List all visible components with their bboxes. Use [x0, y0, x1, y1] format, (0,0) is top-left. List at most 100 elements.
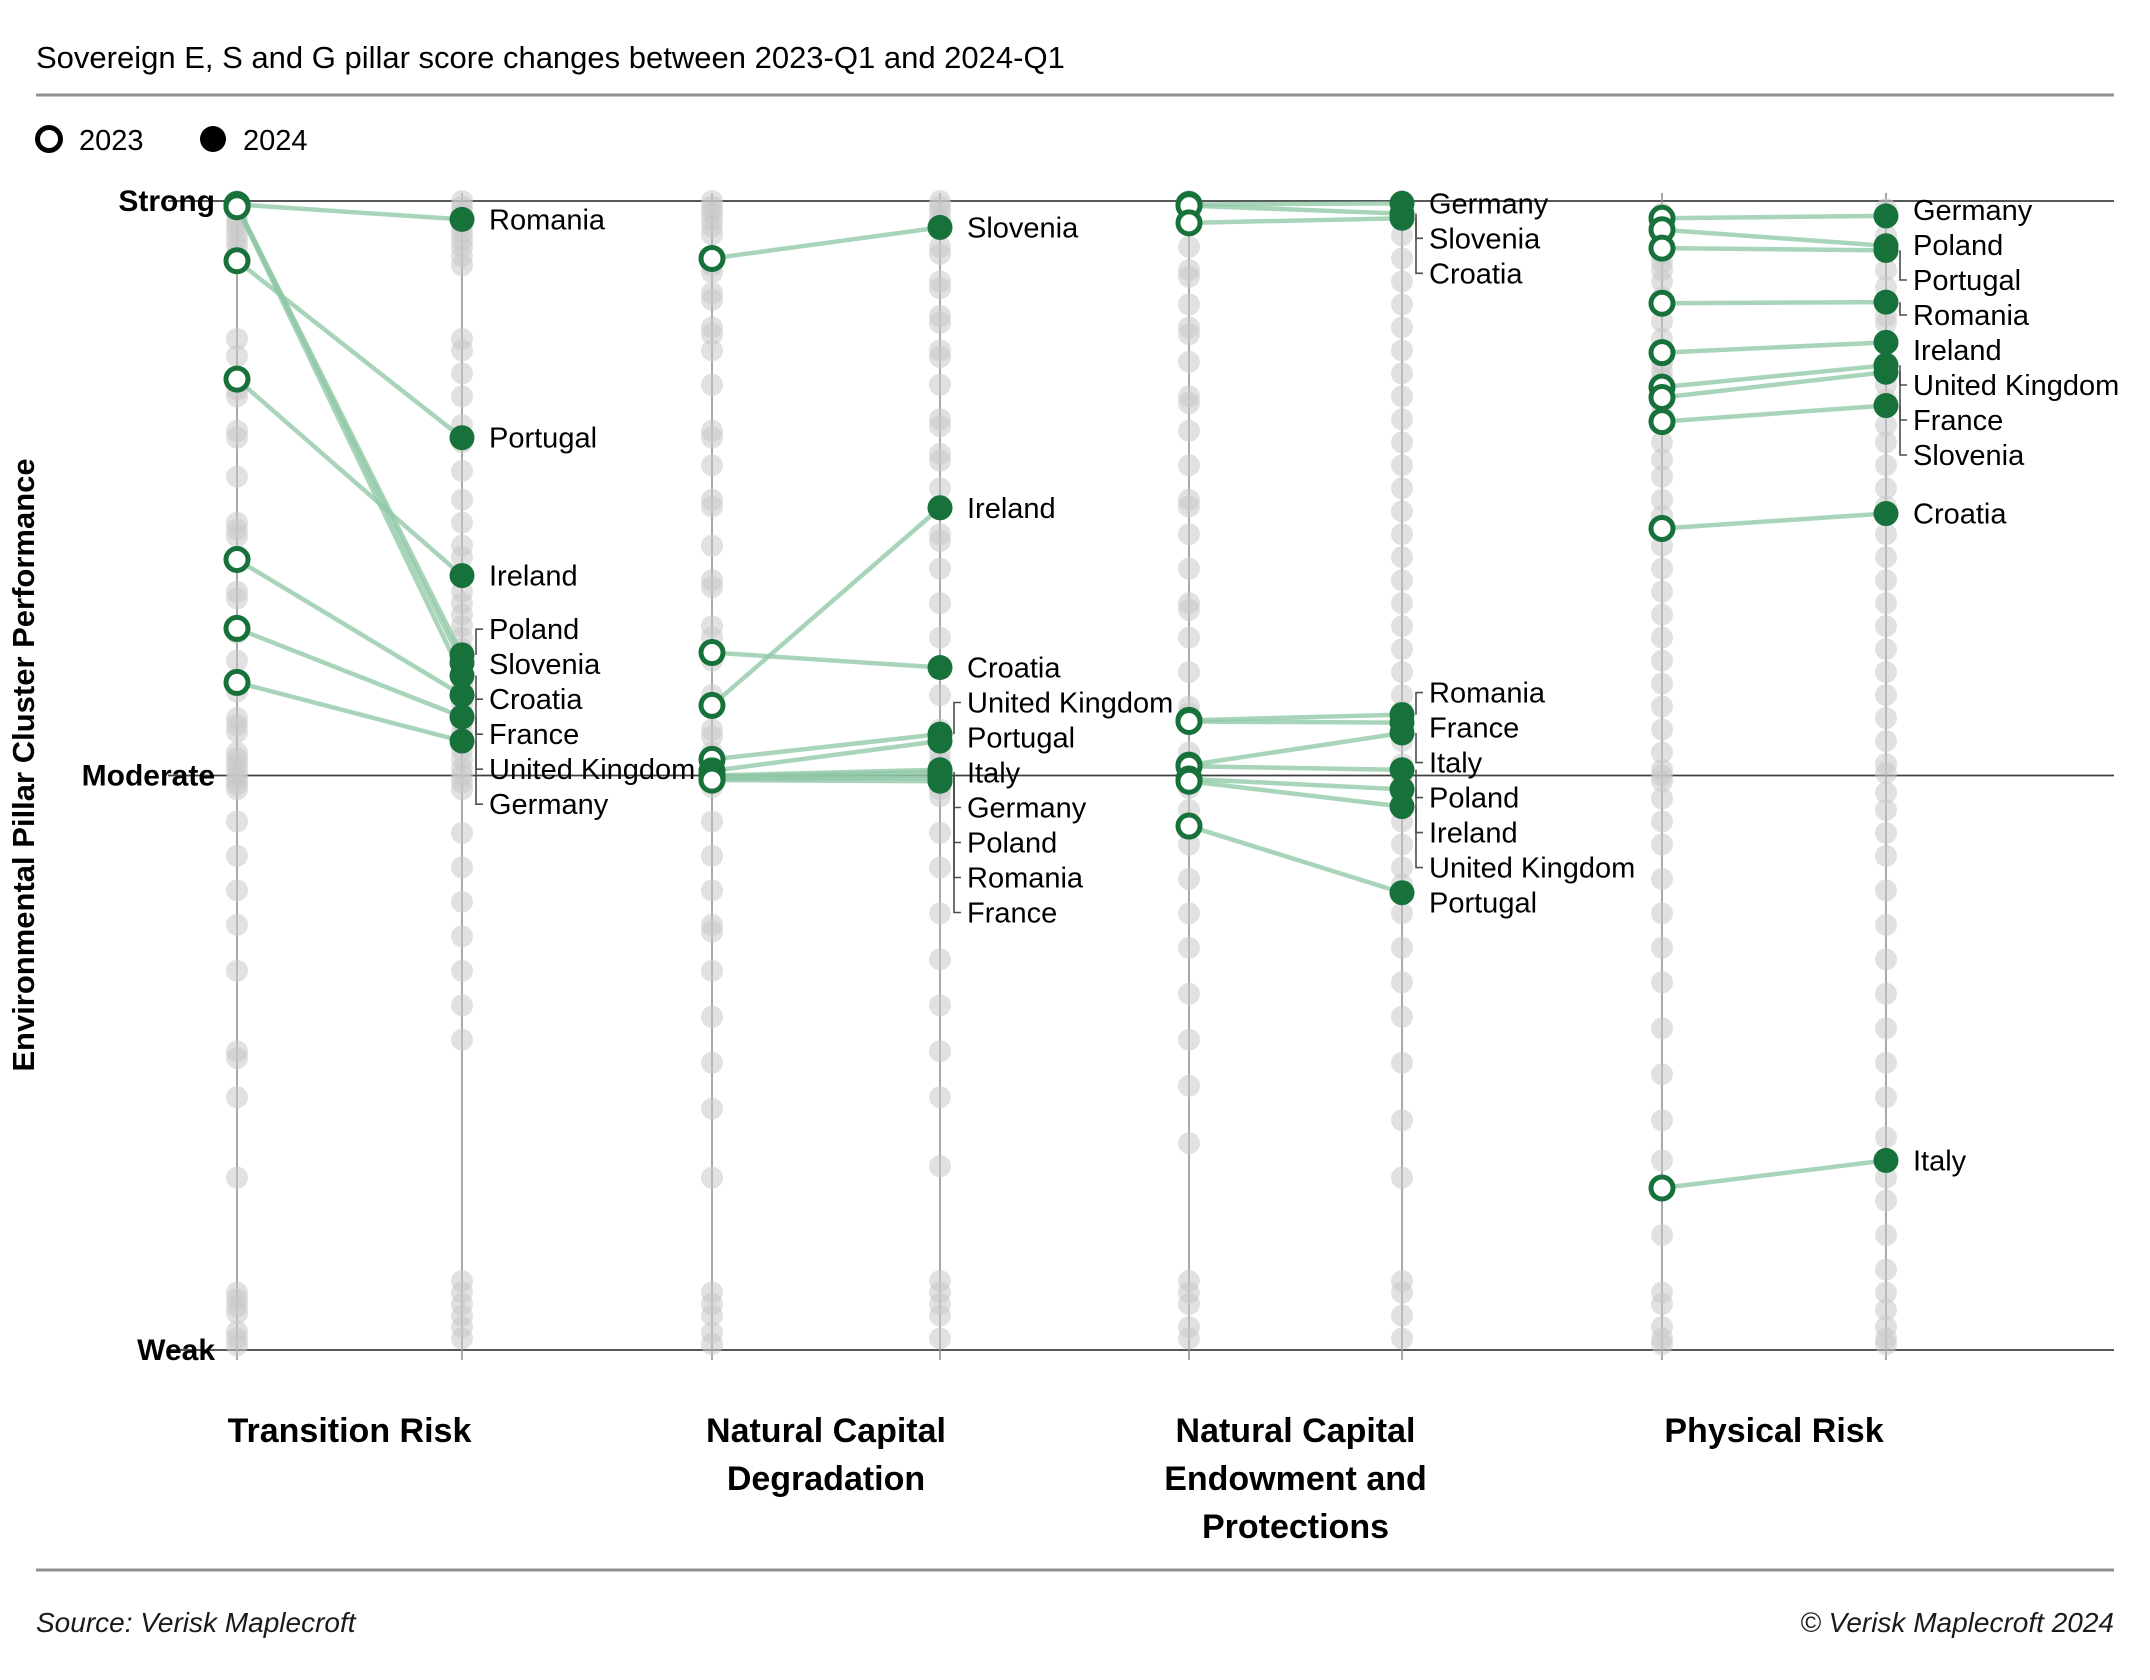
- gray-dot: [1178, 936, 1200, 959]
- country-label-poland: Poland: [489, 614, 579, 646]
- slope-line-italy: [1188, 730, 1403, 768]
- dot-2024-portugal: [449, 425, 475, 451]
- gray-dot: [1875, 844, 1897, 867]
- label-connector-croatia: [475, 675, 483, 701]
- label-connector-united-kingdom: [475, 716, 483, 771]
- dot-2023-ireland: [1648, 339, 1676, 367]
- gray-dot: [929, 1155, 951, 1178]
- country-label-romania: Romania: [1913, 300, 2030, 332]
- panel-title-physical-risk-line-1: Physical Risk: [1664, 1412, 1883, 1450]
- label-connector-france: [1899, 372, 1907, 421]
- country-label-united-kingdom: United Kingdom: [967, 687, 1173, 719]
- country-label-germany: Germany: [967, 792, 1087, 824]
- dot-2024-united-kingdom: [449, 704, 475, 730]
- country-label-romania: Romania: [967, 862, 1084, 894]
- dot-2024-romania: [1873, 289, 1899, 315]
- gray-dot: [701, 288, 723, 311]
- dot-2023-france: [1175, 707, 1203, 735]
- gray-dot: [226, 649, 248, 672]
- gray-dot: [1875, 707, 1897, 730]
- dot-2024-croatia: [1389, 205, 1415, 231]
- gray-dot: [1651, 672, 1673, 695]
- gray-dot: [451, 546, 473, 569]
- slope-line-germany: [1188, 201, 1403, 207]
- country-label-ireland: Ireland: [489, 561, 578, 593]
- gray-dot: [226, 778, 248, 801]
- slope-line-ireland: [1188, 776, 1403, 792]
- country-label-slovenia: Slovenia: [967, 212, 1079, 244]
- gray-dot: [1391, 454, 1413, 477]
- gray-dot: [1875, 879, 1897, 902]
- country-label-italy: Italy: [967, 757, 1021, 789]
- country-label-united-kingdom: United Kingdom: [1429, 853, 1635, 885]
- dot-2024-france: [1873, 359, 1899, 385]
- dot-2023-ireland: [223, 365, 251, 393]
- country-label-romania: Romania: [1429, 678, 1546, 710]
- gray-dot: [226, 913, 248, 936]
- gray-dot: [1875, 762, 1897, 785]
- gray-dot: [1875, 454, 1897, 477]
- slope-line-germany: [236, 680, 463, 744]
- gray-dot: [1178, 392, 1200, 415]
- gray-dot: [1178, 1074, 1200, 1097]
- gray-dot: [701, 1005, 723, 1028]
- gray-dot: [929, 1304, 951, 1327]
- gray-dot: [1875, 821, 1897, 844]
- gray-dot: [701, 879, 723, 902]
- gray-dot: [451, 385, 473, 408]
- gray-dot: [1391, 523, 1413, 546]
- label-connector-italy: [1415, 732, 1423, 764]
- gray-dot: [701, 1051, 723, 1074]
- country-label-slovenia: Slovenia: [489, 649, 601, 681]
- gray-dot: [1391, 385, 1413, 408]
- dot-2024-croatia: [927, 654, 953, 680]
- gray-dot: [1391, 902, 1413, 925]
- gray-dot: [451, 994, 473, 1017]
- gray-dot: [1391, 1327, 1413, 1350]
- panel-title-natural-capital-degradation-line-2: Degradation: [727, 1460, 925, 1498]
- gray-dot: [451, 925, 473, 948]
- gray-dot: [226, 587, 248, 610]
- slope-line-france: [235, 557, 464, 697]
- gray-dot: [1875, 1258, 1897, 1281]
- gray-dot: [701, 534, 723, 557]
- gray-dot: [701, 339, 723, 362]
- gray-dot: [701, 576, 723, 599]
- gray-dot: [1178, 661, 1200, 684]
- gray-dot: [1391, 684, 1413, 707]
- gray-dot: [226, 1302, 248, 1325]
- panel-transition-risk: Romania Portugal Ireland PolandSloveniaCroa…: [223, 190, 695, 1450]
- dot-2023-portugal: [1175, 812, 1203, 840]
- label-connector-croatia: [1415, 218, 1423, 275]
- gray-dot: [1178, 626, 1200, 649]
- gray-dot: [1178, 235, 1200, 258]
- label-connector-romania: [1899, 302, 1907, 316]
- panel-title-natural-capital-endowment-and-protections-line-1: Natural Capital: [1176, 1412, 1416, 1450]
- dot-2023-italy: [1648, 1174, 1676, 1202]
- gray-dot: [1178, 350, 1200, 373]
- country-label-germany: Germany: [1913, 195, 2033, 227]
- country-label-croatia: Croatia: [967, 652, 1061, 684]
- gray-dot: [1178, 1132, 1200, 1155]
- gray-dot: [929, 311, 951, 334]
- slope-line-france: [1661, 369, 1887, 400]
- country-label-poland: Poland: [967, 827, 1057, 859]
- gray-dot: [1651, 1224, 1673, 1247]
- gray-dot: [1875, 592, 1897, 615]
- gray-dot: [451, 362, 473, 385]
- gray-dot: [1651, 787, 1673, 810]
- slope-line-poland: [1661, 227, 1887, 249]
- gray-dot: [226, 327, 248, 350]
- gray-dot: [1178, 265, 1200, 288]
- dot-2023-croatia: [1175, 209, 1203, 237]
- gray-dot: [226, 810, 248, 833]
- gray-dot: [701, 1166, 723, 1189]
- country-label-france: France: [489, 719, 579, 751]
- gray-dot: [1391, 569, 1413, 592]
- gray-dot: [929, 684, 951, 707]
- dot-2024-portugal: [1873, 237, 1899, 263]
- gray-dot: [226, 1166, 248, 1189]
